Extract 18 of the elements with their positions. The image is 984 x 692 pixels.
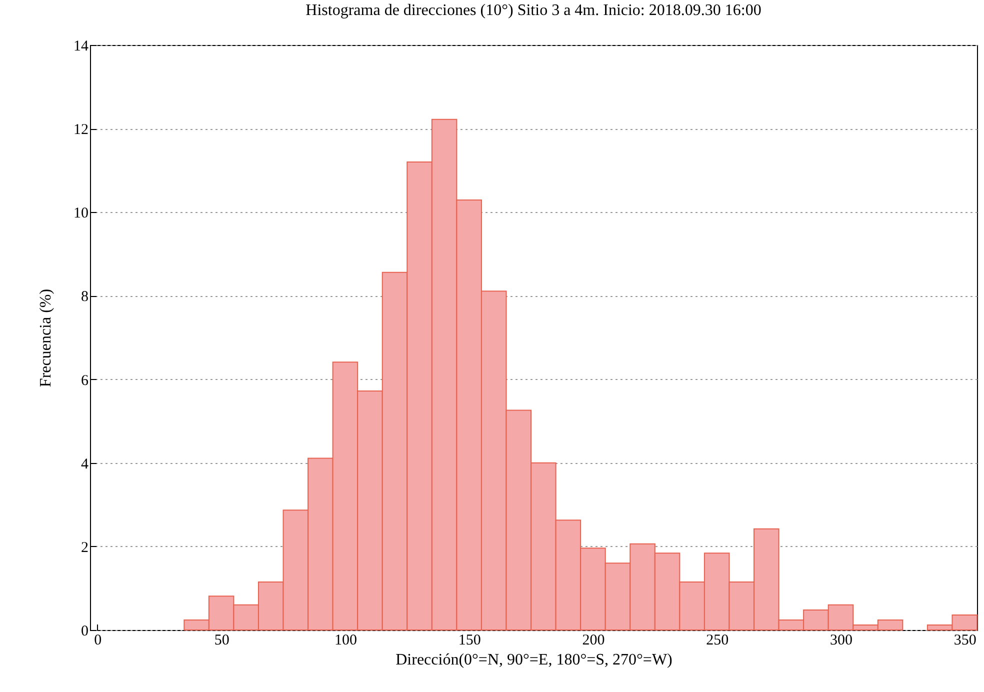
x-axis-title: Dirección(0°=N, 90°=E, 180°=S, 270°=W) [396,652,672,668]
x-tick-label: 100 [334,632,357,648]
x-tick-label: 350 [954,632,976,648]
y-tick-label: 12 [74,122,88,138]
y-tick-label: 14 [74,38,89,54]
y-tick-label: 6 [81,372,89,389]
x-tick-label: 250 [706,632,729,648]
x-tick-label: 50 [214,632,230,648]
y-tick-label: 2 [81,540,88,556]
y-tick-label: 8 [81,289,88,306]
chart-title: Histograma de direcciones (10°) Sitio 3 a 4m. Inicio: 2018.09.30 16:00 [306,2,762,19]
x-tick-label: 0 [94,632,102,648]
y-axis-title: Frecuencia (%) [38,288,54,388]
y-tick-label: 10 [74,206,88,222]
x-tick-label: 200 [582,632,605,648]
x-tick-label: 300 [830,632,852,648]
y-tick-label: 4 [81,456,89,472]
x-tick-label: 150 [458,632,481,648]
